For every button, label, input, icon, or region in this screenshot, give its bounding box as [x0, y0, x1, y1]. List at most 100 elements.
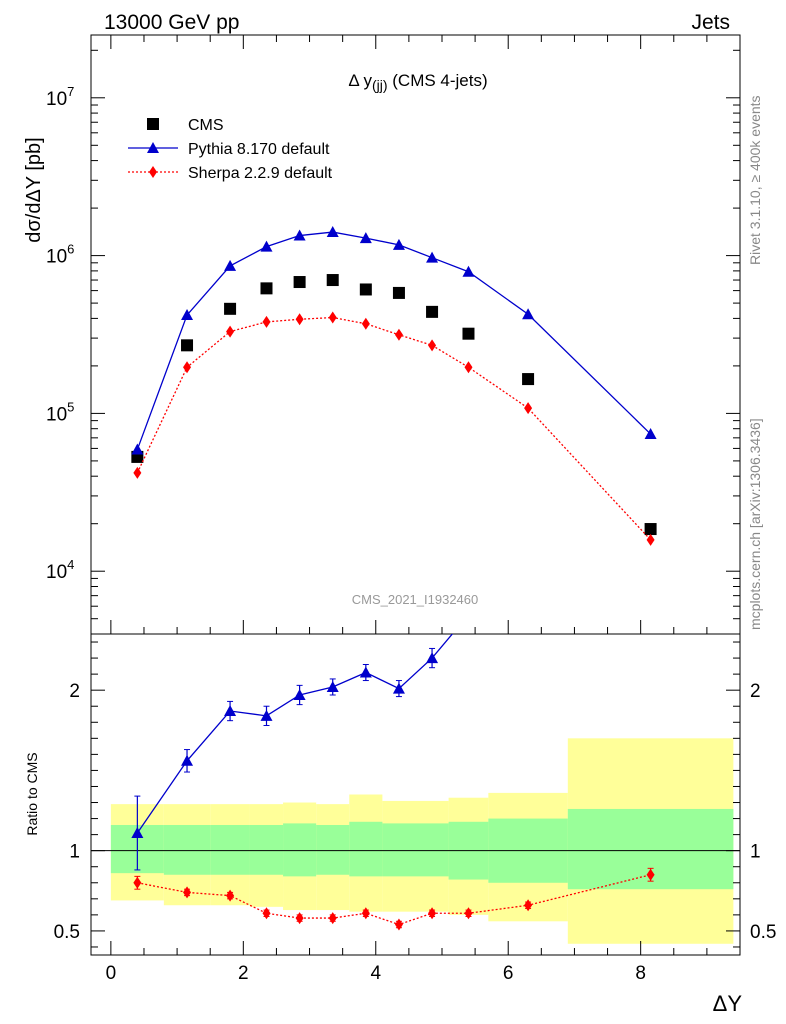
data-point-upper [524, 402, 533, 415]
data-point-lower [426, 652, 439, 664]
data-point-lower [524, 899, 533, 912]
data-point-upper [131, 443, 144, 455]
data-point-lower [262, 907, 271, 920]
watermark: CMS_2021_I1932460 [352, 592, 479, 607]
legend-label: Pythia 8.170 default [188, 141, 330, 158]
data-point-lower [326, 680, 339, 692]
data-point-upper [359, 232, 372, 244]
data-point-upper [224, 302, 237, 315]
data-point-upper [428, 339, 437, 352]
ratio-y-tick-label-right: 1 [750, 842, 761, 863]
data-point-upper [464, 361, 473, 374]
legend-marker [147, 118, 159, 130]
series-line-lower [136, 634, 454, 834]
y-axis-label: dσ/dΔY [pb] [23, 137, 45, 242]
x-tick-label: 6 [503, 963, 514, 984]
data-point-upper [394, 328, 403, 341]
data-point-upper [328, 311, 337, 324]
data-point-upper [293, 229, 306, 241]
data-point-upper [359, 283, 372, 296]
legend: CMS Pythia 8.170 default Sherpa 2.2.9 defa… [128, 117, 333, 182]
plot-frame [90, 633, 741, 956]
data-point-upper [392, 286, 405, 299]
x-axis-label: ΔY [713, 991, 743, 1016]
data-point-upper [522, 373, 535, 386]
series-line-lower [137, 874, 651, 926]
data-point-lower [224, 705, 237, 717]
x-tick-label: 2 [238, 963, 249, 984]
data-point-upper [181, 339, 194, 352]
data-point-upper [326, 226, 339, 238]
data-point-lower [183, 886, 192, 899]
data-point-upper [646, 533, 655, 546]
data-point-upper [462, 327, 475, 340]
mcplots-label: mcplots.cern.ch [arXiv:1306.3436] [747, 418, 763, 630]
x-tick-label: 4 [370, 963, 381, 984]
data-point-lower [359, 666, 372, 678]
data-point-lower [522, 591, 534, 602]
data-point-upper [522, 308, 535, 320]
x-tick-label: 8 [635, 963, 646, 984]
data-point-upper [644, 523, 657, 536]
ratio-y-axis-label: Ratio to CMS [24, 752, 40, 835]
series-line-upper [136, 231, 652, 450]
ratio-y-tick-label-right: 2 [750, 681, 761, 702]
data-point-lower [260, 709, 273, 721]
upper-series [131, 226, 657, 546]
data-point-upper [260, 282, 273, 295]
data-point-upper [426, 305, 439, 318]
band-green [316, 824, 350, 875]
band-green [415, 823, 449, 877]
data-point-upper [392, 238, 405, 250]
x-tick-label: 0 [106, 963, 117, 984]
band-green [249, 824, 284, 875]
band-green [283, 823, 317, 877]
ratio-y-tick-label: 0.5 [54, 922, 80, 943]
lower-axes: 0 2 4 6 8 0.5 0.5 1 1 2 2 [54, 633, 776, 984]
data-point-upper [326, 274, 339, 287]
data-point-upper [644, 428, 657, 440]
band-green [210, 824, 250, 875]
ratio-y-tick-label: 1 [69, 842, 80, 863]
data-point-upper [262, 315, 271, 328]
legend-marker [147, 142, 159, 153]
data-point-lower [394, 918, 403, 931]
data-point-lower [181, 754, 194, 766]
data-point-lower [328, 912, 337, 925]
data-point-upper [293, 276, 306, 289]
data-point-lower [462, 609, 474, 620]
data-point-upper [462, 265, 475, 277]
data-point-lower [361, 907, 370, 920]
data-point-upper [181, 309, 194, 321]
data-point-lower [646, 868, 655, 881]
data-point-lower [133, 876, 142, 889]
data-point-upper [133, 466, 142, 479]
data-point-lower [428, 907, 437, 920]
header-right: Jets [691, 11, 730, 34]
series-line-upper [136, 316, 652, 541]
data-point-lower [226, 889, 235, 902]
band-green [349, 821, 383, 877]
ratio-bands [110, 738, 734, 944]
header-left: 13000 GeV pp [104, 11, 239, 34]
y-tick-label: 107 [46, 84, 74, 110]
data-point-upper [295, 313, 304, 326]
lower-series [131, 591, 655, 931]
legend-label: CMS [188, 117, 224, 134]
y-tick-label: 106 [46, 242, 74, 268]
y-tick-label: 105 [46, 399, 74, 425]
chart-title: Δ y(jj) (CMS 4-jets) [348, 71, 487, 93]
data-point-upper [260, 240, 273, 252]
data-point-lower [464, 907, 473, 920]
data-point-upper [361, 317, 370, 330]
y-tick-label: 104 [46, 557, 74, 583]
data-point-lower [131, 827, 144, 839]
legend-label: Sherpa 2.2.9 default [188, 165, 333, 182]
ratio-y-tick-label-right: 0.5 [750, 922, 776, 943]
data-point-lower [392, 682, 405, 694]
data-point-upper [183, 361, 192, 374]
data-point-lower [295, 912, 304, 925]
band-green [163, 824, 211, 875]
data-point-lower [293, 688, 306, 700]
